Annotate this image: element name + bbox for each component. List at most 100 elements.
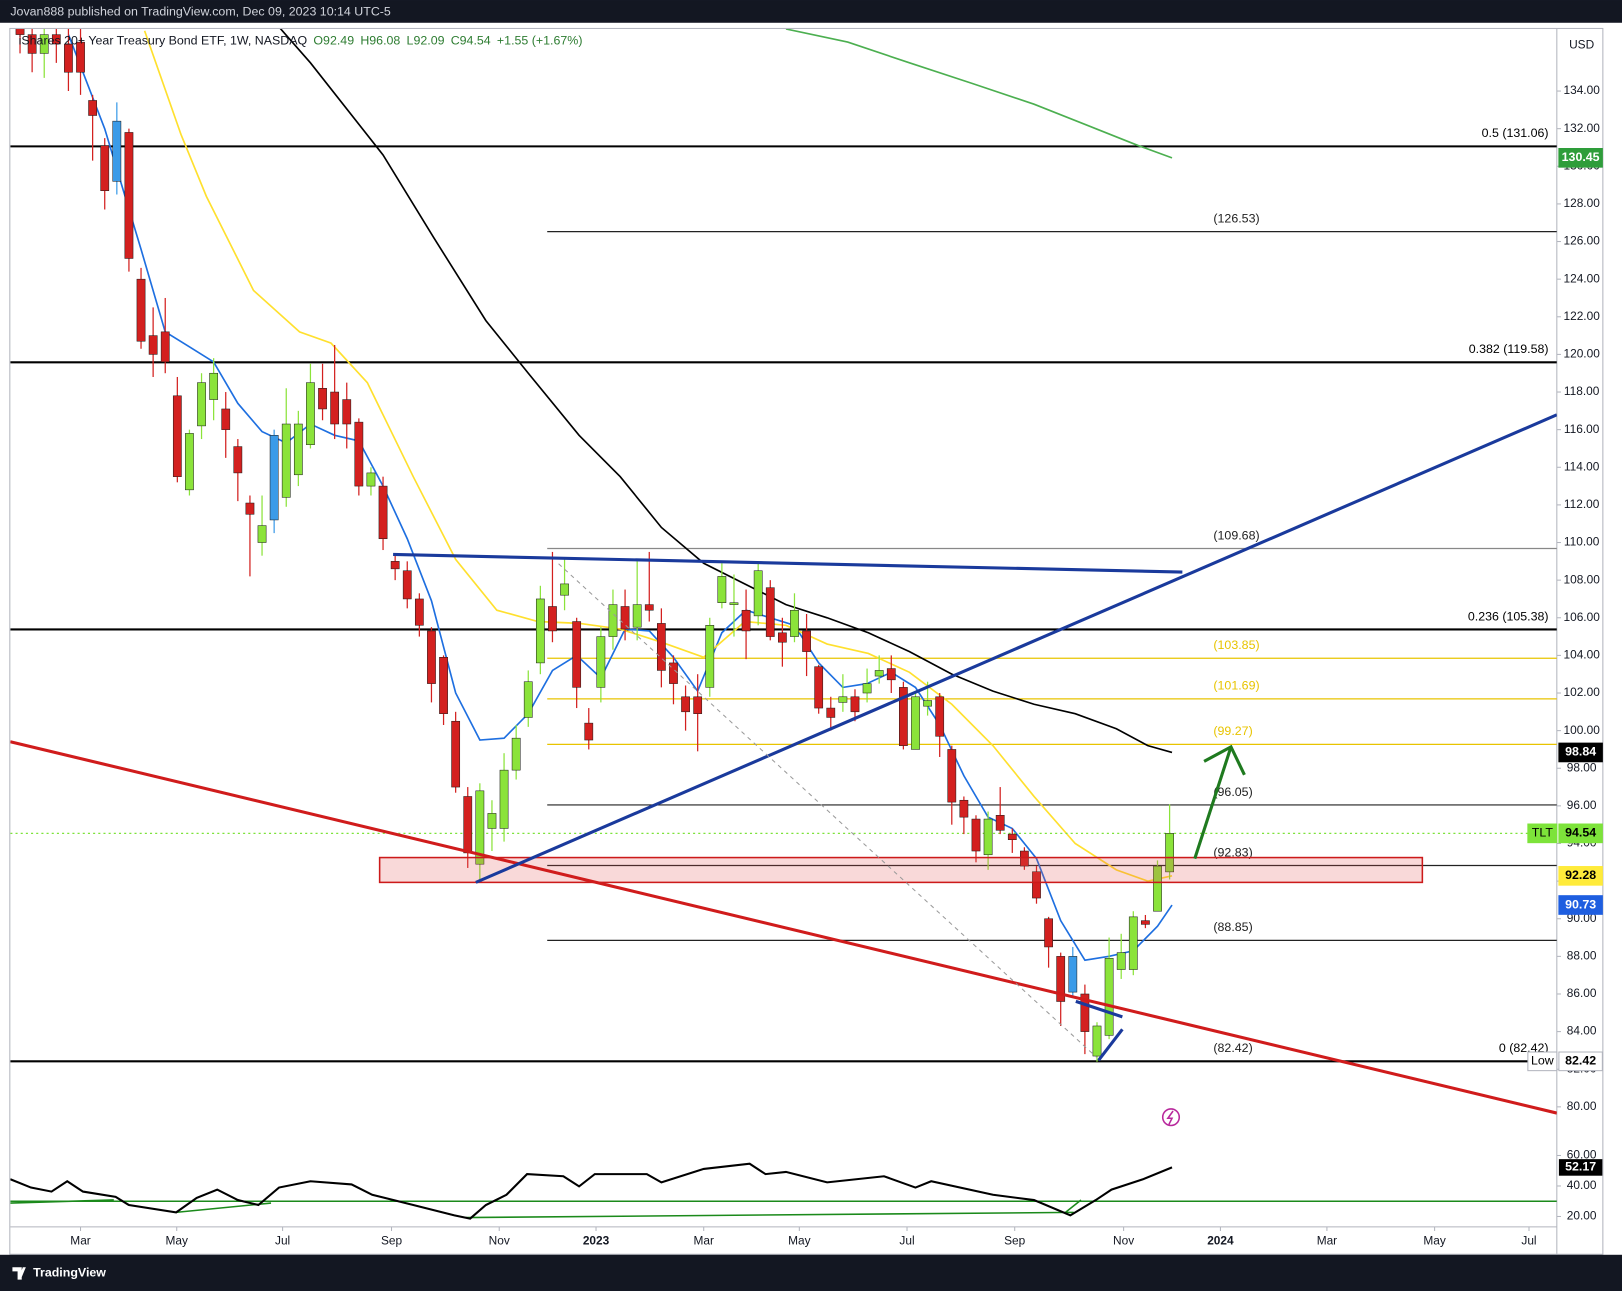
candle-body: [427, 630, 436, 684]
blue-trendline: [475, 413, 1557, 884]
level-label: (96.05): [1213, 785, 1252, 799]
footer-brand: TradingView: [33, 1266, 106, 1280]
price-tag-label: TLT: [1532, 826, 1554, 840]
footer-bar: [0, 1254, 1622, 1291]
rsi-tick-label: 60.00: [1567, 1148, 1597, 1162]
candle-body: [947, 749, 957, 803]
candle-body: [644, 604, 654, 611]
candle-body: [76, 41, 85, 73]
candle-body: [693, 696, 703, 714]
candle-body: [402, 570, 412, 600]
symbol-legend: iShares 20+ Year Treasury Bond ETF, 1W, …: [19, 34, 583, 48]
candle-body: [741, 609, 751, 632]
candle-body: [197, 382, 206, 427]
rsi-line: [10, 1162, 1173, 1220]
price-tag-box: [1558, 823, 1603, 844]
y-tick-label: 102.00: [1563, 685, 1600, 699]
candle-body: [1128, 916, 1138, 970]
candle-body: [899, 687, 908, 746]
divergence-line: [465, 1211, 1074, 1219]
candle-body: [112, 120, 122, 182]
candle-body: [160, 331, 170, 363]
candle-body: [681, 696, 690, 713]
candle-body: [608, 604, 618, 637]
candle-body: [1020, 850, 1029, 867]
candle-body: [935, 696, 945, 737]
price-tag-box: [1558, 1051, 1603, 1072]
candle-body: [293, 423, 303, 476]
level-label: (99.27): [1213, 724, 1252, 738]
footer-logo: [12, 1267, 26, 1280]
y-tick-label: 134.00: [1563, 83, 1600, 97]
candle-body: [995, 815, 1005, 831]
candle-body: [185, 433, 194, 491]
rsi-tag-box: [1558, 1159, 1603, 1176]
candle-body: [209, 372, 219, 400]
candle-body: [281, 423, 291, 498]
candle-body: [463, 796, 473, 854]
level-label: (92.83): [1213, 845, 1252, 859]
y-tick-label: 126.00: [1563, 234, 1600, 248]
candle-body: [874, 670, 884, 677]
candle-body: [39, 34, 49, 54]
x-tick-label: Jul: [275, 1233, 290, 1247]
candle-body: [753, 570, 763, 617]
y-tick-label: 106.00: [1563, 610, 1600, 624]
y-tick-label: 80.00: [1567, 1099, 1597, 1113]
candle-body: [1165, 833, 1174, 873]
legend-open: O92.49: [313, 34, 354, 48]
price-tag-label-box: [1527, 1051, 1558, 1072]
candle-body: [1116, 952, 1126, 970]
candle-body: [523, 681, 533, 718]
y-tick-label: 84.00: [1567, 1024, 1597, 1038]
candle-body: [729, 602, 739, 605]
legend-close: C94.54: [451, 34, 491, 48]
candle-body: [560, 583, 569, 596]
y-tick-label: 98.00: [1567, 760, 1597, 774]
candle-body: [487, 813, 497, 829]
y-tick-label: 88.00: [1567, 949, 1597, 963]
x-tick-label: Nov: [489, 1233, 510, 1247]
x-tick-label: May: [166, 1233, 188, 1247]
level-label: 0.382 (119.58): [1469, 342, 1549, 356]
candle-body: [1092, 1025, 1102, 1057]
candle-body: [911, 696, 920, 750]
y-tick-label: 132.00: [1563, 121, 1600, 135]
candle-body: [100, 145, 110, 192]
price-tag-box: [1558, 866, 1603, 886]
y-tick-label: 114.00: [1564, 459, 1600, 473]
candle-body: [802, 630, 811, 652]
x-tick-label: 2024: [1207, 1233, 1234, 1247]
candle-body: [172, 395, 182, 477]
y-tick-label: 112.00: [1564, 497, 1600, 511]
y-tick-label: 86.00: [1567, 986, 1597, 1000]
small-blue-line: [1075, 999, 1123, 1019]
y-tick-label: 128.00: [1563, 196, 1600, 210]
candle-body: [886, 668, 896, 681]
candle-body: [1104, 957, 1114, 1036]
legend-high: H96.08: [360, 34, 400, 48]
moving-average: [785, 28, 1173, 159]
price-tag-value: 90.73: [1565, 897, 1596, 911]
level-label: 0.5 (131.06): [1482, 126, 1549, 140]
candle-body: [257, 525, 267, 543]
x-tick-label: Mar: [70, 1233, 90, 1247]
event-icon-bolt: [1166, 1110, 1174, 1125]
candle-body: [1032, 871, 1041, 899]
candle-body: [1056, 956, 1066, 1002]
x-tick-label: Mar: [1317, 1233, 1337, 1247]
candle-body: [620, 606, 630, 630]
candle-body: [814, 666, 824, 709]
event-icon: [1161, 1108, 1181, 1127]
level-label: (126.53): [1213, 211, 1259, 225]
candle-body: [342, 399, 352, 425]
rsi-tick-label: 40.00: [1567, 1178, 1597, 1192]
candle-body: [1044, 918, 1053, 948]
candle-body: [1153, 865, 1162, 912]
y-tick-label: 110.00: [1564, 535, 1600, 549]
price-tag-box: [1558, 148, 1603, 168]
price-tag-value: 130.45: [1562, 150, 1600, 164]
level-label: (82.42): [1213, 1041, 1252, 1055]
candle-body: [439, 657, 448, 714]
price-pane: 0.5 (131.06) (126.53) 0.382 (119.58) (109.6…: [10, 28, 1557, 1063]
